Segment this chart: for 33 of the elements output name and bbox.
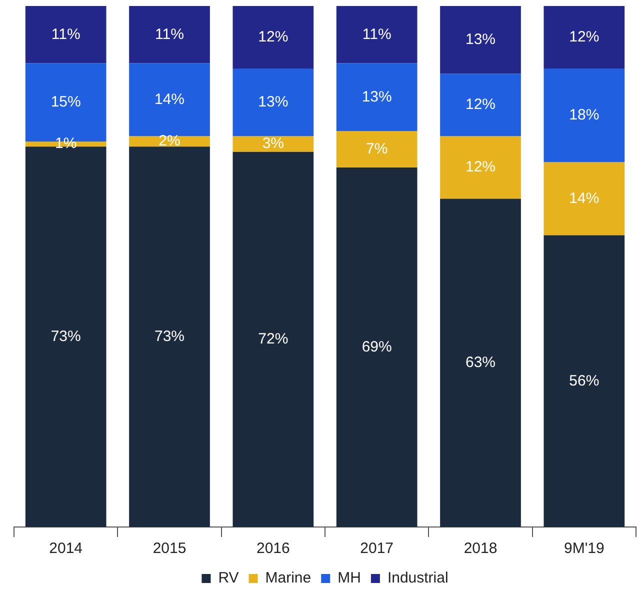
data-label: 15% (50, 94, 81, 111)
x-tick-label: 2015 (152, 540, 186, 558)
data-label: 11% (362, 26, 392, 43)
data-label: 63% (465, 354, 496, 372)
data-label: 13% (465, 31, 496, 48)
data-label: 2% (158, 132, 180, 150)
data-label: 73% (154, 328, 185, 345)
data-label: 14% (569, 190, 600, 207)
x-tick-label: 2018 (464, 540, 498, 558)
data-label: 3% (262, 135, 284, 152)
legend-label: Marine (265, 570, 312, 587)
x-tick-label: 2017 (360, 540, 394, 558)
data-label: 14% (154, 90, 185, 108)
data-label: 12% (569, 28, 600, 46)
data-label: 18% (569, 106, 600, 124)
x-tick-label: 9M'19 (564, 540, 604, 558)
data-label: 69% (362, 338, 392, 356)
data-label: 7% (366, 140, 388, 158)
data-label: 73% (50, 328, 81, 345)
x-tick-label: 2014 (49, 540, 83, 558)
data-label: 13% (258, 94, 288, 111)
data-label: 56% (569, 372, 600, 390)
data-label: 12% (465, 96, 496, 114)
x-tick-label: 2016 (256, 540, 290, 558)
legend-label: MH (338, 570, 361, 587)
data-label: 11% (155, 26, 184, 43)
legend-label: Industrial (387, 570, 448, 587)
data-label: 12% (258, 28, 288, 46)
data-label: 11% (51, 26, 80, 43)
data-label: 13% (362, 88, 392, 106)
data-label: 12% (465, 158, 496, 176)
legend-label: RV (218, 570, 239, 587)
data-label: 72% (258, 330, 288, 348)
